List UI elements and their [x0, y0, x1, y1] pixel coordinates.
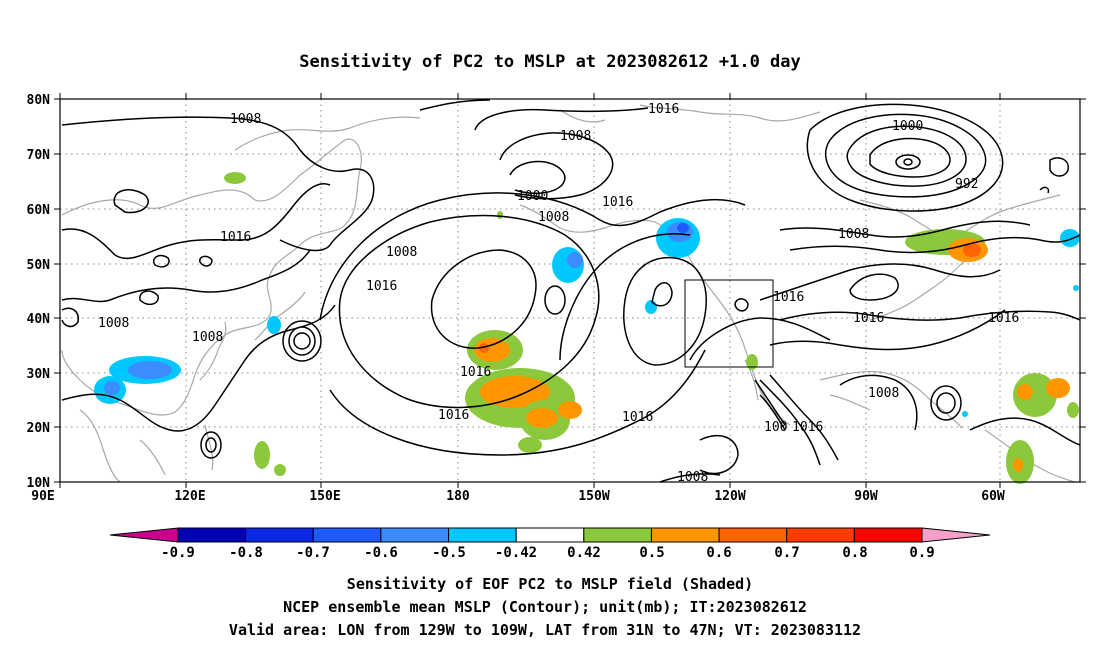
colorbar: [109, 527, 991, 543]
contour-label: 1016: [853, 311, 884, 326]
map-background: [60, 99, 1080, 482]
contour-label: 1016: [792, 420, 823, 435]
contour-label: 1008: [98, 316, 129, 331]
lat-tick-label: 50N: [27, 258, 51, 273]
colorbar-label: -0.42: [495, 545, 537, 561]
contour-label: 1016: [366, 279, 397, 294]
lon-tick-label: 90W: [854, 489, 878, 504]
footer-line-3: Valid area: LON from 129W to 109W, LAT f…: [229, 621, 861, 639]
contour-label: 1016: [220, 230, 251, 245]
lon-tick-label: 90E: [31, 489, 54, 504]
lat-tick-labels: 80N 70N 60N 50N 40N 30N 20N 10N: [27, 93, 51, 491]
colorbar-box: [177, 527, 247, 543]
map-title: Sensitivity of PC2 to MSLP at 2023082612…: [299, 52, 801, 72]
map-gridlines: [60, 99, 1080, 482]
colorbar-box: [786, 527, 855, 543]
colorbar-label: 0.5: [639, 545, 664, 561]
lon-tick-label: 120E: [174, 489, 205, 504]
lat-tick-label: 20N: [27, 421, 51, 436]
colorbar-label: 0.9: [909, 545, 934, 561]
contour-label: 1000: [517, 189, 548, 204]
contour-label: 100: [764, 420, 787, 435]
colorbar-label: -0.5: [432, 545, 466, 561]
colorbar-box: [448, 527, 517, 543]
colorbar-box: [245, 527, 314, 543]
contour-label: 1008: [538, 210, 569, 225]
lat-tick-label: 60N: [27, 203, 51, 218]
colorbar-label: -0.8: [229, 545, 263, 561]
contour-label: 1016: [622, 410, 653, 425]
colorbar-high-end: [921, 527, 991, 543]
contour-label: 1016: [648, 102, 679, 117]
colorbar-box: [718, 527, 788, 543]
colorbar-box: [515, 527, 585, 543]
contour-label: 992: [955, 177, 978, 192]
contour-label: 1008: [868, 386, 899, 401]
mslp-contours: [61, 99, 1081, 483]
lon-tick-label: 120W: [714, 489, 745, 504]
contour-label: 1016: [773, 290, 804, 305]
colorbar-box: [380, 527, 450, 543]
colorbar-label: -0.7: [296, 545, 330, 561]
contour-label: 1000: [892, 119, 923, 134]
colorbar-box: [853, 527, 923, 543]
colorbar-box: [583, 527, 652, 543]
lat-tick-label: 80N: [27, 93, 51, 108]
contour-label: 1016: [438, 408, 469, 423]
lat-tick-label: 40N: [27, 312, 51, 327]
contour-labels: 1008 1008 1016 1008 1016 1016 1008 1008 …: [98, 102, 1019, 485]
valid-area-box: [684, 279, 774, 368]
footer-line-1: Sensitivity of EOF PC2 to MSLP field (Sh…: [347, 575, 753, 593]
lat-tick-label: 30N: [27, 367, 51, 382]
colorbar-label: 0.6: [706, 545, 731, 561]
contour-label: 1008: [230, 112, 261, 127]
colorbar-low-end: [109, 527, 179, 543]
colorbar-box: [312, 527, 382, 543]
colorbar-label: -0.9: [161, 545, 195, 561]
colorbar-box: [650, 527, 720, 543]
colorbar-labels: -0.9 -0.8 -0.7 -0.6 -0.5 -0.42 0.42 0.5 …: [161, 545, 935, 561]
colorbar-label: 0.8: [842, 545, 867, 561]
contour-label: 1016: [460, 365, 491, 380]
footer-line-2: NCEP ensemble mean MSLP (Contour); unit(…: [283, 598, 807, 616]
lat-tick-label: 10N: [27, 476, 51, 491]
contour-label: 1008: [192, 330, 223, 345]
colorbar-label: 0.7: [774, 545, 799, 561]
lon-tick-labels: 90E 120E 150E 180 150W 120W 90W 60W: [31, 489, 1005, 504]
lon-tick-label: 60W: [981, 489, 1005, 504]
lon-tick-label: 180: [446, 489, 470, 504]
contour-label: 1016: [602, 195, 633, 210]
shaded-sensitivity: [94, 172, 1080, 484]
map-frame: [59, 98, 1081, 483]
axis-ticks: [54, 93, 1086, 488]
contour-label: 1016: [988, 311, 1019, 326]
contour-label: 1008: [386, 245, 417, 260]
contour-label: 1008: [677, 470, 708, 485]
contour-label: 1008: [838, 227, 869, 242]
lon-tick-label: 150W: [578, 489, 609, 504]
colorbar-label: 0.42: [567, 545, 601, 561]
contour-label: 1008: [560, 129, 591, 144]
lat-tick-label: 70N: [27, 148, 51, 163]
lon-tick-label: 150E: [309, 489, 340, 504]
colorbar-label: -0.6: [364, 545, 398, 561]
